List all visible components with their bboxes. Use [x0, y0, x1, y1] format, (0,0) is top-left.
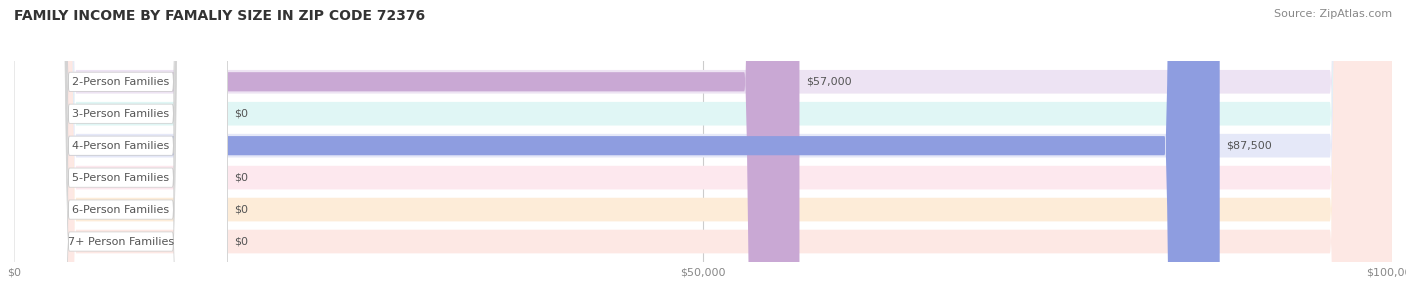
FancyBboxPatch shape — [14, 0, 228, 305]
FancyBboxPatch shape — [14, 0, 228, 305]
Text: 5-Person Families: 5-Person Families — [72, 173, 169, 183]
Text: 7+ Person Families: 7+ Person Families — [67, 237, 174, 246]
Text: 3-Person Families: 3-Person Families — [72, 109, 169, 119]
Text: $87,500: $87,500 — [1226, 141, 1272, 151]
Text: Source: ZipAtlas.com: Source: ZipAtlas.com — [1274, 9, 1392, 19]
FancyBboxPatch shape — [14, 0, 1392, 305]
Text: $0: $0 — [235, 173, 249, 183]
FancyBboxPatch shape — [14, 0, 1392, 305]
FancyBboxPatch shape — [14, 0, 1392, 305]
FancyBboxPatch shape — [14, 0, 228, 305]
Text: 6-Person Families: 6-Person Families — [72, 205, 169, 215]
FancyBboxPatch shape — [14, 0, 228, 305]
Text: $57,000: $57,000 — [807, 77, 852, 87]
FancyBboxPatch shape — [14, 0, 1392, 305]
Text: $0: $0 — [235, 237, 249, 246]
FancyBboxPatch shape — [14, 0, 1392, 305]
Text: 2-Person Families: 2-Person Families — [72, 77, 170, 87]
FancyBboxPatch shape — [14, 0, 228, 305]
Text: 4-Person Families: 4-Person Families — [72, 141, 170, 151]
Text: $0: $0 — [235, 109, 249, 119]
FancyBboxPatch shape — [14, 0, 1220, 305]
Text: $0: $0 — [235, 205, 249, 215]
FancyBboxPatch shape — [14, 0, 228, 305]
Text: FAMILY INCOME BY FAMALIY SIZE IN ZIP CODE 72376: FAMILY INCOME BY FAMALIY SIZE IN ZIP COD… — [14, 9, 425, 23]
FancyBboxPatch shape — [14, 0, 800, 305]
FancyBboxPatch shape — [14, 0, 1392, 305]
